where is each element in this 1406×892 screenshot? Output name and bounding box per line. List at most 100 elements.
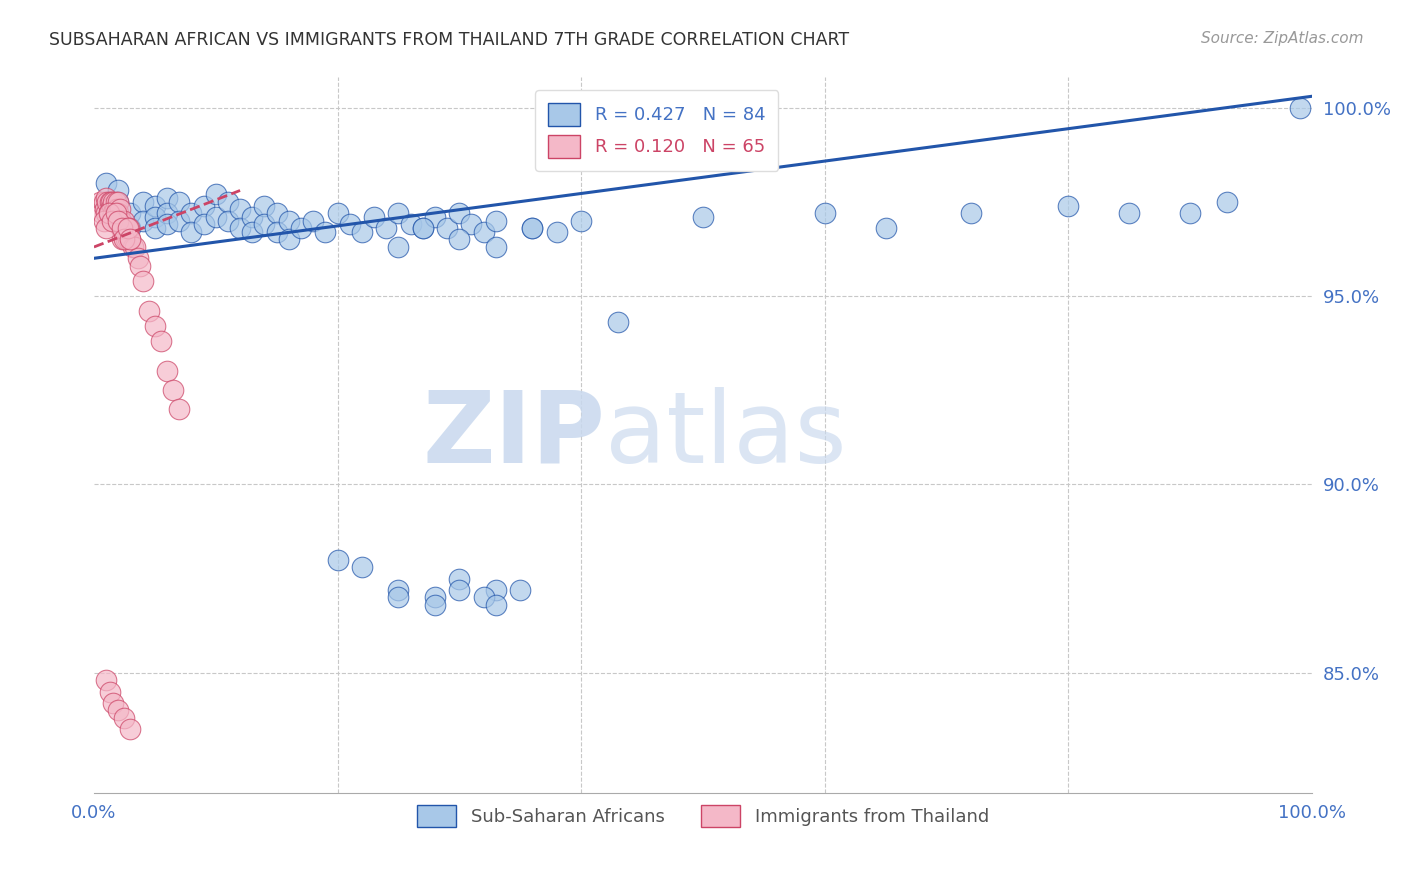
Point [105, 213, 128, 227]
Point [104, 194, 127, 209]
Point [120, 221, 142, 235]
Point [875, 221, 897, 235]
Point [103, 206, 125, 220]
Point [546, 225, 568, 239]
Point [131, 274, 153, 288]
Point [118, 221, 141, 235]
Point [302, 213, 325, 227]
Point [143, 210, 166, 224]
Point [93, 213, 115, 227]
Point [129, 259, 152, 273]
Point [449, 206, 471, 220]
Point [266, 225, 288, 239]
Point [103, 696, 125, 710]
Point [110, 221, 132, 235]
Point [240, 225, 263, 239]
Point [606, 315, 628, 329]
Point [124, 240, 146, 254]
Point [522, 221, 544, 235]
Point [162, 383, 184, 397]
Point [94, 191, 117, 205]
Point [111, 232, 134, 246]
Point [103, 194, 125, 209]
Point [107, 703, 129, 717]
Point [449, 582, 471, 597]
Point [277, 232, 299, 246]
Point [569, 213, 592, 227]
Point [143, 221, 166, 235]
Point [399, 218, 422, 232]
Point [120, 723, 142, 737]
Point [240, 210, 263, 224]
Point [117, 221, 139, 235]
Point [156, 206, 179, 220]
Point [93, 194, 115, 209]
Point [112, 221, 135, 235]
Point [120, 232, 142, 246]
Point [314, 225, 336, 239]
Point [339, 218, 361, 232]
Point [120, 206, 142, 220]
Point [350, 225, 373, 239]
Point [290, 221, 312, 235]
Point [149, 334, 172, 349]
Point [167, 194, 190, 209]
Point [193, 218, 215, 232]
Point [485, 598, 508, 612]
Point [104, 206, 127, 220]
Point [436, 221, 458, 235]
Point [229, 221, 252, 235]
Point [326, 553, 349, 567]
Point [89, 194, 111, 209]
Point [104, 202, 127, 217]
Text: SUBSAHARAN AFRICAN VS IMMIGRANTS FROM THAILAND 7TH GRADE CORRELATION CHART: SUBSAHARAN AFRICAN VS IMMIGRANTS FROM TH… [49, 31, 849, 49]
Point [472, 225, 495, 239]
Point [97, 206, 120, 220]
Point [107, 206, 129, 220]
Point [112, 213, 135, 227]
Point [363, 210, 385, 224]
Point [107, 194, 129, 209]
Point [98, 684, 121, 698]
Point [94, 206, 117, 220]
Point [193, 198, 215, 212]
Point [91, 206, 114, 220]
Point [350, 560, 373, 574]
Point [167, 402, 190, 417]
Point [120, 232, 142, 246]
Point [814, 206, 837, 220]
Point [98, 206, 121, 220]
Point [112, 711, 135, 725]
Point [101, 210, 124, 224]
Point [1178, 206, 1201, 220]
Point [180, 206, 202, 220]
Point [472, 591, 495, 605]
Point [127, 252, 149, 266]
Point [387, 206, 409, 220]
Point [97, 206, 120, 220]
Point [387, 582, 409, 597]
Point [423, 210, 446, 224]
Legend: Sub-Saharan Africans, Immigrants from Thailand: Sub-Saharan Africans, Immigrants from Th… [409, 798, 997, 834]
Point [217, 213, 239, 227]
Point [94, 202, 117, 217]
Point [204, 187, 226, 202]
Point [122, 240, 145, 254]
Point [387, 240, 409, 254]
Point [1118, 206, 1140, 220]
Point [96, 194, 118, 209]
Point [412, 221, 434, 235]
Point [180, 225, 202, 239]
Point [112, 225, 135, 239]
Point [423, 598, 446, 612]
Point [326, 206, 349, 220]
Point [485, 213, 508, 227]
Point [101, 213, 124, 227]
Point [253, 218, 276, 232]
Point [111, 221, 134, 235]
Point [143, 319, 166, 334]
Point [1057, 198, 1080, 212]
Point [115, 221, 138, 235]
Point [1288, 101, 1310, 115]
Point [509, 582, 531, 597]
